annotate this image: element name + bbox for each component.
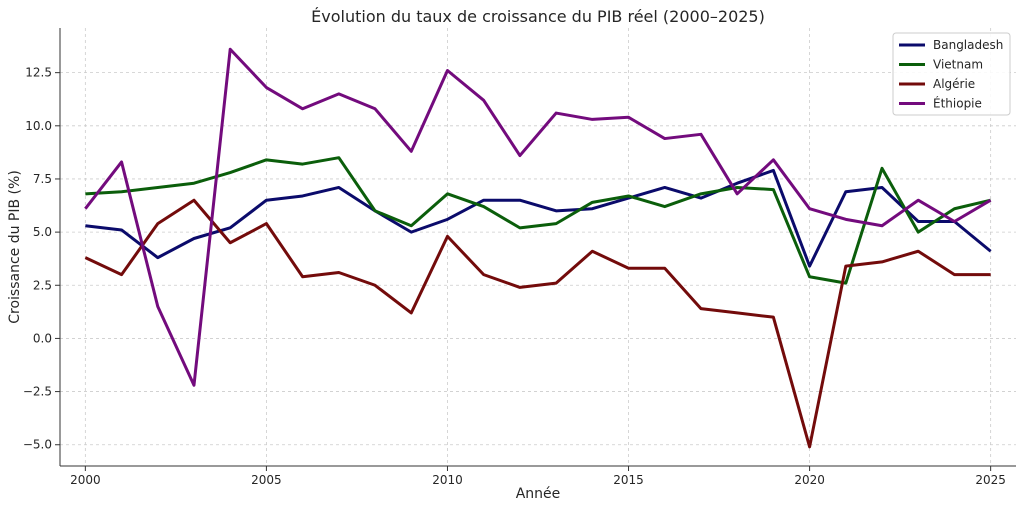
plot-area	[84, 47, 992, 449]
y-tick-label: −2.5	[23, 385, 52, 399]
y-tick-label: 10.0	[25, 119, 52, 133]
grid	[60, 28, 1016, 466]
y-ticks: −5.0 −2.5 0.0 2.5 5.0 7.5 10.0 12.5	[23, 66, 60, 452]
legend-item-algerie: Algérie	[899, 77, 975, 91]
axes	[59, 28, 1016, 467]
series-line-vietnam	[85, 156, 991, 285]
series-line-algerie	[84, 198, 991, 449]
y-tick-label: 7.5	[33, 172, 52, 186]
legend-label: Vietnam	[933, 58, 983, 72]
x-tick-label: 2025	[975, 473, 1006, 487]
y-tick-label: 12.5	[25, 66, 52, 80]
series-line-ethiopie	[84, 47, 992, 387]
legend-item-vietnam: Vietnam	[899, 58, 983, 72]
series-line-bangladesh	[85, 168, 992, 268]
y-tick-label: 5.0	[33, 225, 52, 239]
y-tick-label: 0.0	[33, 331, 52, 345]
legend: Bangladesh Vietnam Algérie Éthiopie	[892, 32, 1011, 116]
legend-item-ethiopie: Éthiopie	[899, 96, 982, 111]
x-tick-label: 2010	[432, 473, 463, 487]
x-tick-label: 2015	[613, 473, 644, 487]
legend-label: Algérie	[933, 77, 975, 91]
x-tick-label: 2000	[70, 473, 101, 487]
y-tick-label: −5.0	[23, 438, 52, 452]
chart-title: Évolution du taux de croissance du PIB r…	[311, 7, 765, 26]
x-tick-label: 2005	[251, 473, 282, 487]
x-tick-label: 2020	[794, 473, 825, 487]
legend-box	[892, 32, 1011, 116]
y-tick-label: 2.5	[33, 278, 52, 292]
legend-label: Bangladesh	[933, 38, 1003, 52]
x-ticks: 2000 2005 2010 2015 2020 2025	[70, 466, 1006, 487]
y-axis-label: Croissance du PIB (%)	[7, 170, 23, 324]
x-axis-label: Année	[516, 486, 561, 502]
legend-label: Éthiopie	[933, 96, 982, 111]
legend-item-bangladesh: Bangladesh	[899, 38, 1003, 52]
